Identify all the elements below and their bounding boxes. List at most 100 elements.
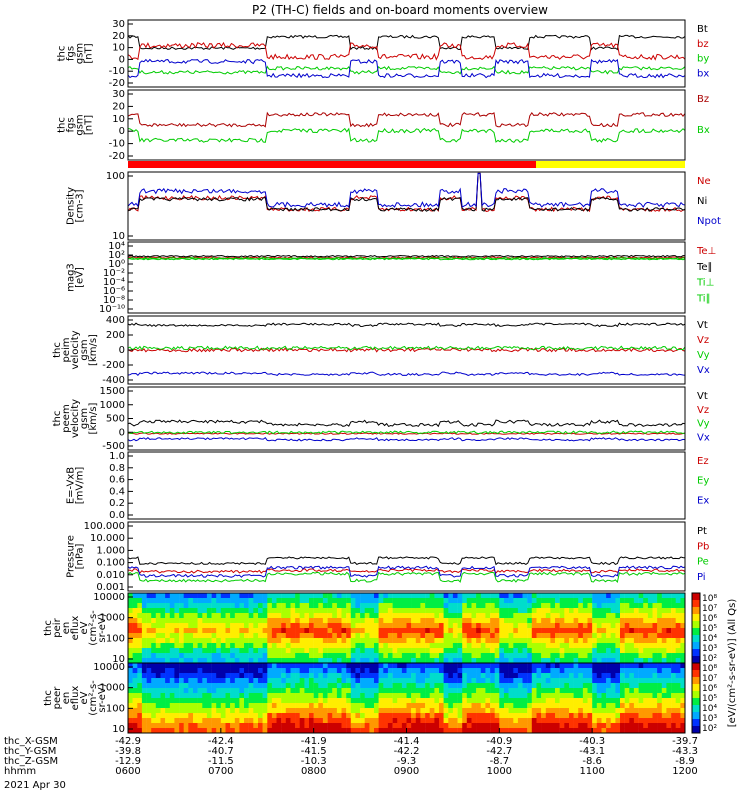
spectrogram-cell — [633, 608, 639, 614]
spectrogram-cell — [652, 653, 658, 659]
spectrogram-cell — [230, 628, 235, 634]
spectrogram-cell — [490, 728, 495, 734]
spectrogram-cell — [364, 623, 370, 629]
spectrogram-cell — [439, 688, 444, 694]
spectrogram-cell — [397, 638, 403, 644]
spectrogram-cell — [466, 633, 472, 639]
spectrogram-cell — [197, 693, 203, 699]
spectrogram-cell — [657, 713, 662, 719]
axis-row-label: thc_X-GSM — [4, 736, 58, 747]
spectrogram-cell — [234, 693, 240, 699]
spectrogram-cell — [336, 668, 342, 674]
spectrogram-cell — [369, 723, 375, 729]
spectrogram-cell — [434, 608, 440, 614]
spectrogram-cell — [304, 668, 310, 674]
spectrogram-cell — [615, 633, 621, 639]
spectrogram-cell — [531, 718, 537, 724]
spectrogram-cell — [216, 598, 222, 604]
spectrogram-cell — [452, 698, 458, 704]
spectrogram-cell — [281, 628, 287, 634]
spectrogram-cell — [285, 648, 291, 654]
spectrogram-cell — [155, 618, 161, 624]
spectrogram-cell — [364, 708, 370, 714]
spectrogram-cell — [555, 688, 560, 694]
spectrogram-cell — [225, 723, 231, 729]
spectrogram-cell — [197, 628, 203, 634]
spectrogram-cell — [392, 668, 398, 674]
spectrogram-cell — [202, 713, 208, 719]
x-tick-label: -11.5 — [208, 756, 234, 767]
spectrogram-cell — [490, 608, 495, 614]
spectrogram-cell — [494, 683, 500, 689]
spectrogram-cell — [596, 633, 602, 639]
spectrogram-cell — [610, 708, 616, 714]
spectrogram-cell — [304, 663, 310, 669]
spectrogram-cell — [624, 668, 630, 674]
spectrogram-cell — [271, 668, 277, 674]
spectrogram-cell — [406, 688, 412, 694]
spectrogram-cell — [183, 688, 189, 694]
spectrogram-cell — [508, 633, 514, 639]
spectrogram-cell — [633, 598, 639, 604]
spectrogram-cell — [657, 708, 662, 714]
spectrogram-cell — [132, 703, 138, 709]
spectrogram-cell — [267, 613, 273, 619]
spectrogram-cell — [206, 688, 212, 694]
spectrogram-cell — [285, 643, 291, 649]
spectrogram-cell — [193, 638, 198, 644]
spectrogram-cell — [680, 688, 686, 694]
spectrogram-cell — [239, 628, 245, 634]
spectrogram-cell — [494, 693, 500, 699]
spectrogram-cell — [285, 623, 291, 629]
spectrogram-cell — [336, 728, 342, 734]
spectrogram-cell — [550, 723, 556, 729]
spectrogram-cell — [564, 593, 570, 599]
spectrogram-cell — [480, 603, 486, 609]
spectrogram-cell — [160, 638, 166, 644]
x-tick-label: -41.5 — [301, 746, 327, 757]
spectrogram-cell — [550, 683, 556, 689]
spectrogram-cell — [132, 663, 138, 669]
spectrogram-cell — [624, 633, 630, 639]
spectrogram-cell — [202, 718, 208, 724]
spectrogram-cell — [443, 678, 449, 684]
spectrogram-cell — [202, 618, 208, 624]
spectrogram-cell — [183, 638, 189, 644]
spectrogram-cell — [559, 673, 565, 679]
spectrogram-cell — [462, 603, 468, 609]
spectrogram-cell — [661, 593, 667, 599]
spectrogram-cell — [165, 698, 170, 704]
spectrogram-cell — [318, 638, 324, 644]
spectrogram-cell — [155, 723, 161, 729]
y-tick-label: 100 — [106, 633, 125, 644]
spectrogram-cell — [169, 693, 175, 699]
spectrogram-cell — [169, 658, 175, 664]
spectrogram-cell — [244, 693, 249, 699]
spectrogram-cell — [165, 673, 170, 679]
spectrogram-cell — [374, 628, 379, 634]
spectrogram-cell — [620, 653, 625, 659]
spectrogram-cell — [327, 648, 333, 654]
spectrogram-cell — [169, 708, 175, 714]
spectrogram-cell — [671, 593, 676, 599]
spectrogram-cell — [299, 648, 305, 654]
spectrogram-cell — [387, 693, 393, 699]
spectrogram-cell — [350, 668, 356, 674]
spectrogram-cell — [401, 598, 407, 604]
spectrogram-cell — [527, 723, 533, 729]
spectrogram-cell — [652, 613, 658, 619]
spectrogram-cell — [332, 643, 338, 649]
spectrogram-cell — [466, 728, 472, 734]
spectrogram-cell — [360, 698, 365, 704]
spectrogram-cell — [666, 633, 672, 639]
spectrogram-cell — [341, 628, 347, 634]
spectrogram-cell — [592, 673, 598, 679]
spectrogram-cell — [262, 673, 268, 679]
spectrogram-cell — [290, 643, 296, 649]
spectrogram-cell — [620, 608, 625, 614]
spectrogram-cell — [313, 698, 319, 704]
spectrogram-cell — [230, 688, 235, 694]
spectrogram-cell — [206, 633, 212, 639]
spectrogram-cell — [290, 693, 296, 699]
spectrogram-cell — [629, 603, 635, 609]
